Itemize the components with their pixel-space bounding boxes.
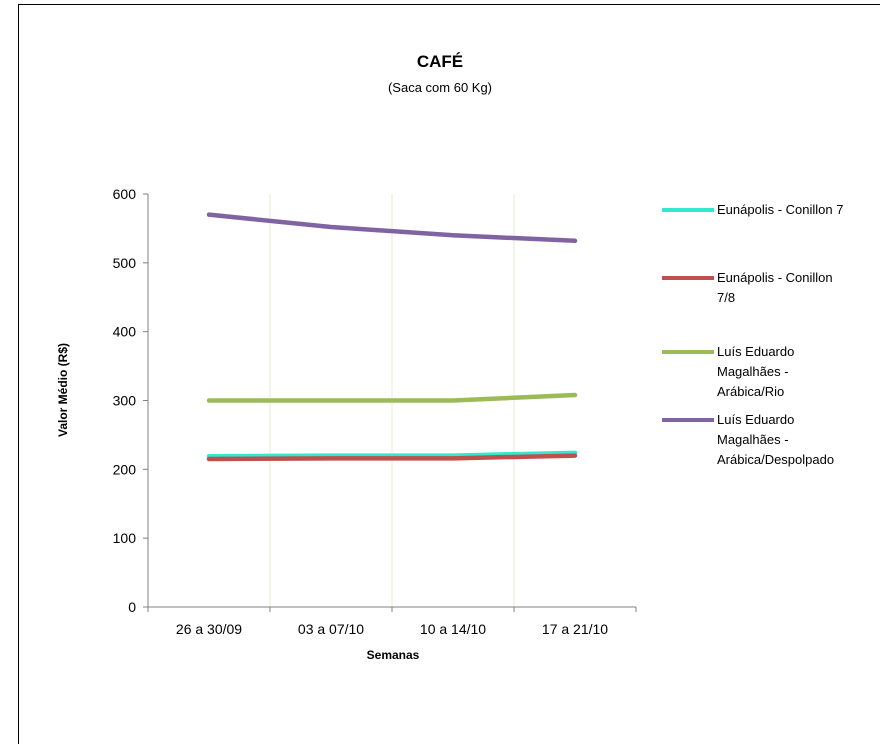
y-tick-label: 400 bbox=[113, 324, 137, 340]
legend-label: Eunápolis - Conillon 7/8 bbox=[717, 268, 877, 308]
x-tick-label: 17 a 21/10 bbox=[542, 621, 608, 637]
x-tick-label: 03 a 07/10 bbox=[298, 621, 364, 637]
series-lines bbox=[206, 212, 578, 462]
legend-label-line: 7/8 bbox=[717, 290, 736, 305]
legend-swatch bbox=[662, 418, 714, 422]
legend-label-line: Magalhães - bbox=[717, 432, 789, 447]
series-line-1 bbox=[206, 450, 578, 459]
chart-frame bbox=[18, 4, 880, 744]
y-tick-label: 200 bbox=[113, 461, 137, 477]
tick-labels: 0 100 200 300 400 500 600 26 a 30/09 03 a 07/10 1… bbox=[113, 186, 609, 637]
x-axis-label: Semanas bbox=[366, 648, 420, 662]
y-axis-label: Valor Médio (R$) bbox=[56, 342, 70, 438]
legend-label-line: Arábica/Despolpado bbox=[717, 452, 835, 467]
legend-label-line: Luís Eduardo bbox=[717, 344, 795, 359]
legend-swatch bbox=[662, 276, 714, 280]
y-tick-label: 0 bbox=[128, 599, 136, 615]
legend-swatch bbox=[662, 208, 714, 212]
y-tick-label: 300 bbox=[113, 393, 137, 409]
legend-label: Luís Eduardo Magalhães - Arábica/Despolpad… bbox=[717, 410, 877, 470]
y-tick-label: 500 bbox=[113, 255, 137, 271]
legend-label: Luís Eduardo Magalhães - Arábica/Rio bbox=[717, 342, 877, 402]
x-tick-label: 26 a 30/09 bbox=[176, 621, 242, 637]
legend-label-line: Eunápolis - Conillon 7 bbox=[717, 202, 844, 217]
y-tick-label: 600 bbox=[113, 186, 137, 202]
legend-label-line: Luís Eduardo bbox=[717, 412, 795, 427]
y-tick-label: 100 bbox=[113, 530, 137, 546]
x-tick-label: 10 a 14/10 bbox=[420, 621, 486, 637]
chart-subtitle: (Saca com 60 Kg) bbox=[387, 80, 493, 95]
axes bbox=[143, 193, 637, 612]
legend-label-line: Arábica/Rio bbox=[717, 384, 785, 399]
legend-label-line: Eunápolis - Conillon bbox=[717, 270, 833, 285]
series-line-2 bbox=[206, 453, 578, 462]
legend-swatch bbox=[662, 350, 714, 354]
legend-label: Eunápolis - Conillon 7 bbox=[717, 200, 877, 220]
legend-label-line: Magalhães - bbox=[717, 364, 789, 379]
chart-title: CAFÉ bbox=[416, 52, 464, 71]
series-line-3 bbox=[206, 392, 578, 403]
series-line-4 bbox=[206, 212, 578, 244]
